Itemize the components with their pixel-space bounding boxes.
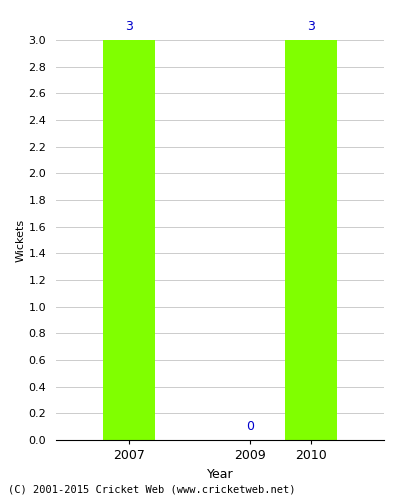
Text: (C) 2001-2015 Cricket Web (www.cricketweb.net): (C) 2001-2015 Cricket Web (www.cricketwe… [8,485,296,495]
Bar [285,40,337,440]
Bar [103,40,155,440]
Text: 0: 0 [246,420,254,434]
Y-axis label: Wickets: Wickets [16,218,26,262]
X-axis label: Year: Year [207,468,233,480]
Text: 3: 3 [125,20,133,34]
Text: 3: 3 [307,20,315,34]
